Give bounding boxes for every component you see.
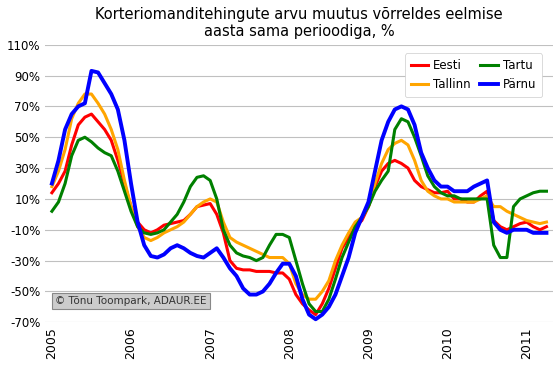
Text: © Tõnu Toompark, ADAUR.EE: © Tõnu Toompark, ADAUR.EE xyxy=(55,296,207,306)
Legend: Eesti, Tallinn, Tartu, Pärnu: Eesti, Tallinn, Tartu, Pärnu xyxy=(405,53,542,97)
Title: Korteriomanditehingute arvu muutus võrreldes eelmise
aasta sama perioodiga, %: Korteriomanditehingute arvu muutus võrre… xyxy=(95,7,503,39)
